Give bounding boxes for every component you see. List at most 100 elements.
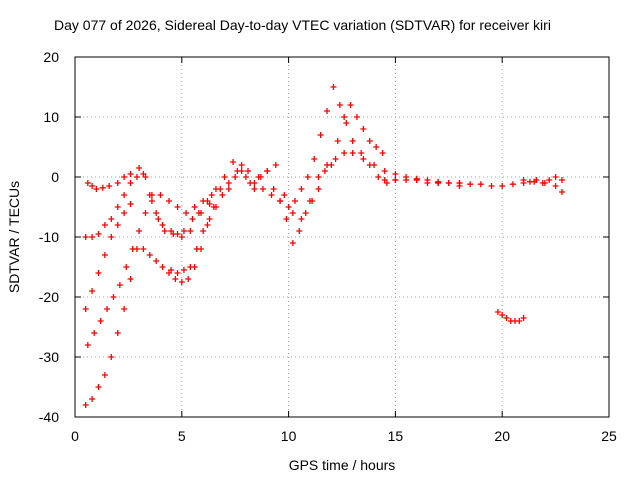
- data-point: [219, 192, 226, 198]
- data-point: [488, 183, 495, 189]
- y-axis-label: SDTVAR / TECUs: [6, 181, 22, 293]
- data-point: [123, 264, 130, 270]
- data-point: [289, 210, 296, 216]
- data-point: [289, 240, 296, 246]
- data-point: [95, 231, 102, 237]
- data-point: [349, 138, 356, 144]
- data-point: [539, 180, 546, 186]
- data-point: [127, 276, 134, 282]
- data-point: [330, 84, 337, 90]
- data-point: [277, 198, 284, 204]
- data-point: [296, 228, 303, 234]
- data-point: [159, 264, 166, 270]
- data-point: [360, 126, 367, 132]
- data-point: [114, 204, 121, 210]
- data-point: [245, 168, 252, 174]
- data-point: [225, 180, 232, 186]
- data-point: [259, 186, 266, 192]
- data-point: [108, 234, 115, 240]
- data-point: [104, 306, 111, 312]
- data-point: [127, 171, 134, 177]
- y-tick-label: 0: [51, 169, 59, 185]
- data-point: [520, 177, 527, 183]
- data-point: [302, 210, 309, 216]
- data-point: [533, 177, 540, 183]
- data-point: [180, 228, 187, 234]
- data-point: [315, 174, 322, 180]
- data-point: [148, 198, 155, 204]
- data-point: [349, 150, 356, 156]
- chart-title: Day 077 of 2026, Sidereal Day-to-day VTE…: [54, 17, 551, 33]
- data-point: [99, 184, 106, 191]
- data-point: [193, 246, 200, 252]
- data-point: [379, 150, 386, 156]
- data-point: [328, 162, 335, 168]
- data-point: [242, 174, 249, 180]
- data-point: [101, 252, 108, 258]
- data-point: [304, 174, 311, 180]
- data-point: [191, 204, 198, 210]
- data-point: [309, 198, 316, 204]
- data-point: [106, 183, 113, 189]
- data-point: [467, 181, 474, 188]
- data-point: [187, 264, 194, 270]
- data-point: [298, 216, 305, 222]
- y-tick-label: 20: [43, 49, 59, 65]
- data-point: [230, 159, 237, 165]
- data-point: [172, 276, 179, 282]
- data-point: [225, 186, 232, 192]
- data-point: [315, 186, 322, 192]
- data-point: [403, 177, 410, 183]
- data-point: [494, 309, 501, 315]
- data-point: [93, 186, 100, 192]
- data-point: [206, 201, 213, 207]
- data-point: [334, 138, 341, 144]
- data-point: [178, 234, 185, 240]
- data-point: [336, 102, 343, 108]
- data-point: [204, 222, 211, 228]
- data-point: [146, 192, 153, 198]
- data-point: [238, 162, 245, 168]
- data-point: [285, 204, 292, 210]
- x-tick-label: 25: [601, 428, 617, 444]
- series-track-7: [381, 175, 566, 195]
- data-point: [281, 192, 288, 198]
- data-point: [520, 315, 527, 321]
- data-point: [82, 306, 89, 312]
- data-point: [435, 178, 442, 185]
- data-points: [82, 84, 566, 408]
- data-point: [168, 267, 175, 273]
- data-point: [200, 228, 207, 234]
- data-point: [133, 174, 140, 180]
- series-track-3: [82, 201, 134, 312]
- data-point: [381, 177, 388, 183]
- data-point: [114, 222, 121, 228]
- data-point: [136, 228, 143, 234]
- data-point: [174, 270, 181, 276]
- data-point: [108, 354, 115, 360]
- data-point: [516, 318, 523, 324]
- data-point: [127, 180, 134, 186]
- data-point: [140, 171, 147, 177]
- data-point: [89, 183, 96, 189]
- x-tick-label: 15: [388, 428, 404, 444]
- x-tick-label: 5: [178, 428, 186, 444]
- data-point: [257, 174, 264, 180]
- data-point: [178, 279, 185, 285]
- data-point: [381, 168, 388, 174]
- x-axis-label: GPS time / hours: [289, 457, 396, 473]
- data-point: [526, 178, 533, 185]
- data-point: [121, 210, 128, 216]
- data-point: [366, 162, 373, 168]
- data-point: [360, 156, 367, 162]
- data-point: [546, 177, 553, 183]
- data-point: [97, 318, 104, 324]
- data-point: [503, 315, 510, 321]
- data-point: [146, 252, 153, 258]
- data-point: [82, 402, 89, 408]
- data-point: [185, 276, 192, 282]
- data-point: [155, 216, 162, 222]
- data-point: [168, 228, 175, 234]
- data-point: [392, 171, 399, 177]
- data-point: [180, 267, 187, 273]
